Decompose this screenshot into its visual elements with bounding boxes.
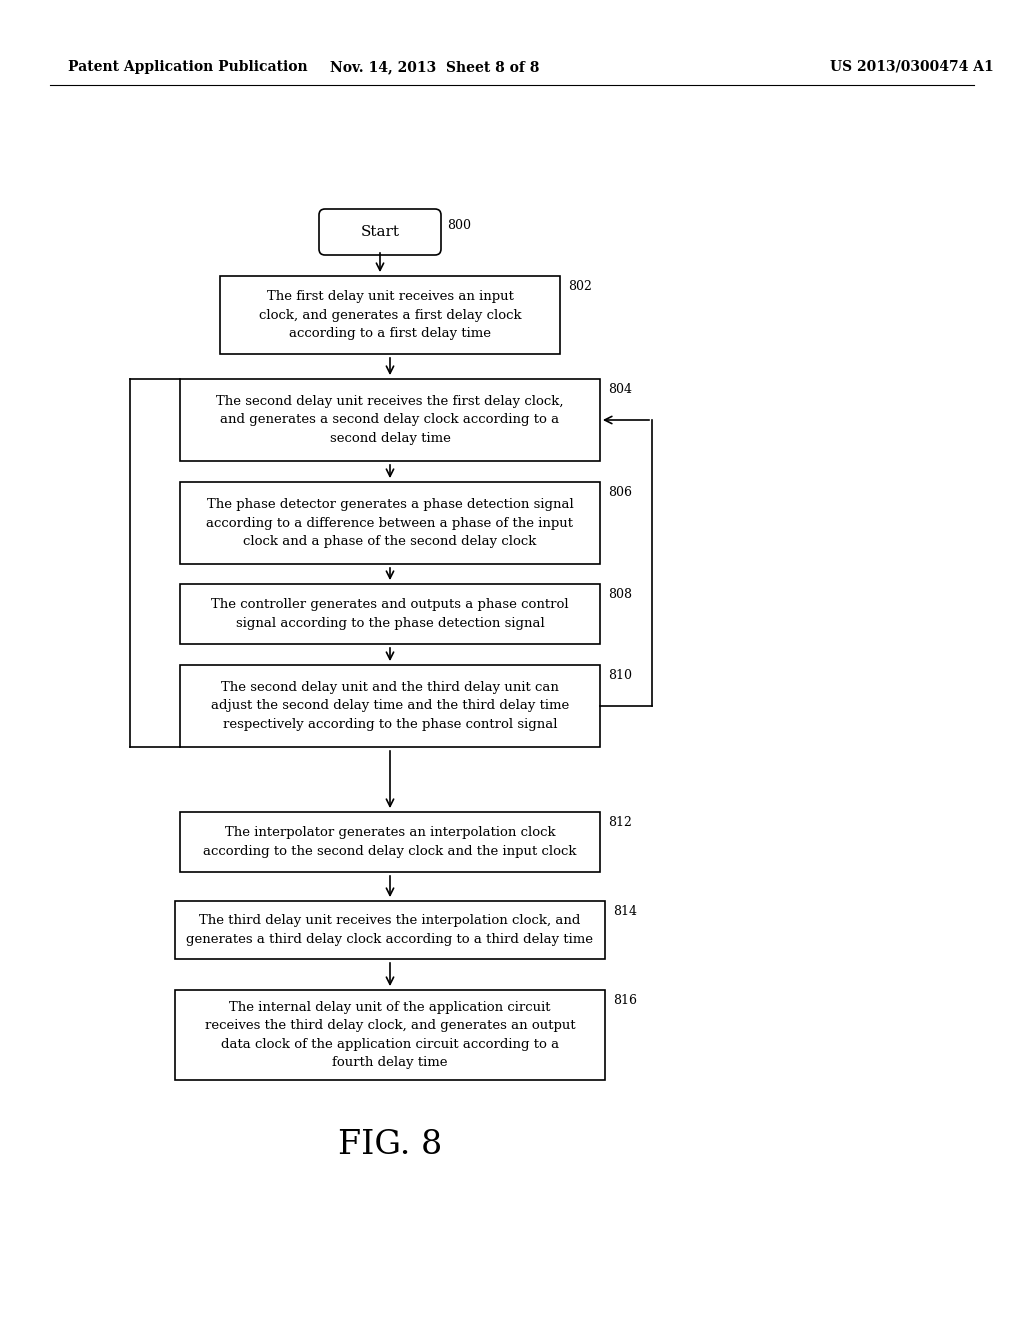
Text: 810: 810 xyxy=(608,669,632,682)
Bar xyxy=(180,379,600,461)
Text: The second delay unit and the third delay unit can
adjust the second delay time : The second delay unit and the third dela… xyxy=(211,681,569,731)
Text: The interpolator generates an interpolation clock
according to the second delay : The interpolator generates an interpolat… xyxy=(203,826,577,858)
Text: 804: 804 xyxy=(608,383,632,396)
Bar xyxy=(175,902,605,960)
Bar xyxy=(180,583,600,644)
Text: US 2013/0300474 A1: US 2013/0300474 A1 xyxy=(830,59,994,74)
Text: The second delay unit receives the first delay clock,
and generates a second del: The second delay unit receives the first… xyxy=(216,395,564,445)
Text: 802: 802 xyxy=(568,280,592,293)
Bar xyxy=(180,812,600,873)
Bar xyxy=(175,990,605,1080)
Text: 816: 816 xyxy=(613,994,637,1007)
Bar xyxy=(220,276,560,354)
Text: The first delay unit receives an input
clock, and generates a first delay clock
: The first delay unit receives an input c… xyxy=(259,290,521,341)
Bar xyxy=(180,665,600,747)
Text: 812: 812 xyxy=(608,816,632,829)
Text: 800: 800 xyxy=(447,219,471,232)
Text: 806: 806 xyxy=(608,486,632,499)
Text: The phase detector generates a phase detection signal
according to a difference : The phase detector generates a phase det… xyxy=(207,498,573,548)
Text: 814: 814 xyxy=(613,906,637,917)
Text: The internal delay unit of the application circuit
receives the third delay cloc: The internal delay unit of the applicati… xyxy=(205,1001,575,1069)
FancyBboxPatch shape xyxy=(319,209,441,255)
Text: 808: 808 xyxy=(608,587,632,601)
Text: FIG. 8: FIG. 8 xyxy=(338,1129,442,1162)
Text: Nov. 14, 2013  Sheet 8 of 8: Nov. 14, 2013 Sheet 8 of 8 xyxy=(331,59,540,74)
Text: The controller generates and outputs a phase control
signal according to the pha: The controller generates and outputs a p… xyxy=(211,598,568,630)
Bar xyxy=(180,482,600,564)
Text: The third delay unit receives the interpolation clock, and
generates a third del: The third delay unit receives the interp… xyxy=(186,915,594,945)
Text: Start: Start xyxy=(360,224,399,239)
Text: Patent Application Publication: Patent Application Publication xyxy=(68,59,307,74)
